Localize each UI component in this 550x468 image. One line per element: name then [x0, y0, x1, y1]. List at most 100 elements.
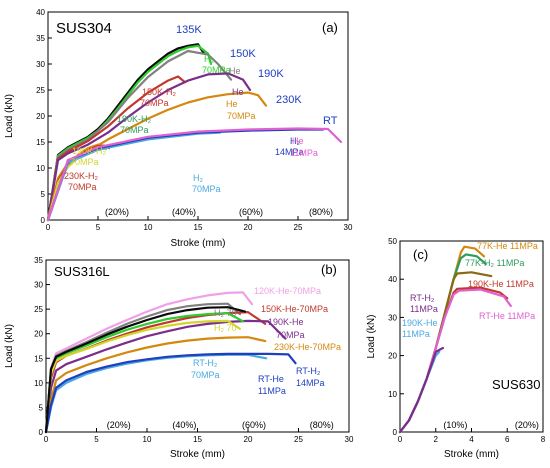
series-annotation: H₂: [204, 54, 214, 64]
strain-marker: (10%): [443, 420, 467, 430]
x-tick-label: 30: [344, 223, 353, 232]
series-annotation: 77K-H₂ 11MPa: [465, 258, 524, 268]
series-annotation: 190K: [258, 68, 284, 80]
strain-marker: (40%): [172, 420, 196, 430]
series-annotation: 150K-H₂: [142, 87, 177, 97]
series-annotation: 70MPa: [191, 370, 220, 380]
series-annotation: 230K: [276, 94, 302, 106]
x-tick-label: 25: [294, 435, 303, 444]
x-tick-label: 25: [294, 223, 303, 232]
series-annotation: 230K-H₂: [64, 171, 99, 181]
chart-panel-0: 0 5 10 15 20 25 30 0 5 10 15 20 25 30 35 40 Stroke (mm) L…: [4, 8, 353, 249]
material-name: SUS630: [492, 377, 540, 392]
series-line-4: [46, 72, 252, 222]
series-annotation: 190K-H₂: [117, 114, 152, 124]
series-annotation: RT-H₂: [193, 358, 218, 368]
x-tick-label: 5: [96, 223, 101, 232]
series-annotation: He: [232, 87, 244, 97]
series-annotation: 70MPa: [227, 111, 256, 121]
x-tick-label: 6: [505, 435, 510, 444]
x-tick-label: 15: [193, 435, 202, 444]
x-tick-label: 30: [345, 435, 354, 444]
y-tick-label: 40: [36, 8, 45, 17]
strain-marker: (20%): [515, 420, 539, 430]
y-tick-label: 10: [36, 164, 45, 173]
y-tick-label: 20: [34, 330, 43, 339]
x-axis-title: Stroke (mm): [444, 449, 499, 460]
x-tick-label: 4: [469, 435, 474, 444]
y-tick-label: 40: [388, 275, 397, 284]
series-annotation: 70MPa: [192, 184, 221, 194]
strain-marker: (80%): [310, 420, 334, 430]
series-annotation: H₂: [193, 173, 203, 183]
series-annotation: 77K-He 11MPa: [477, 241, 538, 251]
x-tick-label: 15: [194, 223, 203, 232]
series-line-6: [398, 346, 444, 434]
panel-label: (a): [322, 20, 338, 35]
strain-marker: (60%): [239, 207, 263, 217]
x-axis-title: Stroke (mm): [171, 238, 226, 249]
strain-marker: (20%): [105, 207, 129, 217]
x-tick-label: 2: [434, 435, 439, 444]
y-tick-label: 20: [388, 352, 397, 361]
series-annotation: 120K-He-70MPa: [254, 286, 321, 296]
series-annotation: 70MPa: [202, 65, 231, 75]
y-tick-label: 15: [36, 138, 45, 147]
series-line-7: [44, 353, 268, 434]
series-annotation: 150K: [230, 48, 256, 60]
x-tick-label: 10: [144, 223, 153, 232]
series-line-5: [44, 319, 241, 434]
x-tick-label: 8: [541, 435, 546, 444]
y-tick-label: 5: [39, 403, 44, 412]
series-annotation: 70MPa: [70, 157, 99, 167]
y-tick-label: 10: [34, 379, 43, 388]
series-annotation: H₂: [290, 136, 300, 146]
series-annotation: He: [226, 99, 238, 109]
y-tick-label: 20: [36, 112, 45, 121]
y-tick-label: 30: [388, 313, 397, 322]
y-tick-label: 5: [41, 190, 46, 199]
series-annotation: 70MPa: [276, 330, 305, 340]
strain-marker: (20%): [107, 420, 131, 430]
series-annotation: 190K-He 11MPa: [468, 279, 534, 289]
y-tick-label: 50: [388, 237, 397, 246]
series-annotation: 11MPa: [410, 304, 438, 314]
series-annotation: H₂ 70: [214, 308, 237, 318]
series-annotation: 135K: [176, 24, 202, 36]
series-line-3: [46, 75, 187, 222]
material-name: SUS316L: [54, 264, 110, 279]
x-tick-label: 0: [398, 435, 403, 444]
y-axis-title: Load (kN): [366, 315, 377, 359]
series-line-2: [46, 49, 233, 222]
strain-marker: (40%): [172, 207, 196, 217]
x-axis-title: Stroke (mm): [170, 449, 225, 460]
series-annotation: RT-He 11MPa: [479, 311, 535, 321]
series-annotation: H₂ 70: [214, 323, 237, 333]
x-tick-label: 20: [244, 223, 253, 232]
y-tick-label: 35: [34, 256, 43, 265]
series-annotation: RT-He: [258, 374, 284, 384]
y-tick-label: 0: [393, 428, 398, 437]
series-annotation: 70MPa: [120, 125, 149, 135]
series-line-8: [44, 352, 297, 434]
y-tick-label: 0: [39, 428, 44, 437]
y-axis-title: Load (kN): [4, 94, 15, 138]
panel-label: (c): [413, 247, 428, 262]
series-line-0: [398, 245, 486, 434]
series-annotation: RT-H₂: [410, 293, 435, 303]
series-annotation: 190K-He: [268, 317, 304, 327]
y-tick-label: 25: [34, 305, 43, 314]
x-tick-label: 20: [244, 435, 253, 444]
series-line-5: [398, 350, 441, 434]
series-annotation: 190K-H₂: [72, 146, 107, 156]
x-tick-label: 0: [46, 223, 51, 232]
y-tick-label: 0: [41, 216, 46, 225]
series-annotation: 230K-He-70MPa: [274, 342, 341, 352]
series-annotation: He: [292, 136, 304, 146]
series-annotation: 150K-He-70MPa: [261, 304, 328, 314]
y-tick-label: 15: [34, 354, 43, 363]
material-name: SUS304: [56, 20, 112, 37]
series-annotation: 14MPa: [296, 378, 325, 388]
x-tick-label: 5: [94, 435, 99, 444]
